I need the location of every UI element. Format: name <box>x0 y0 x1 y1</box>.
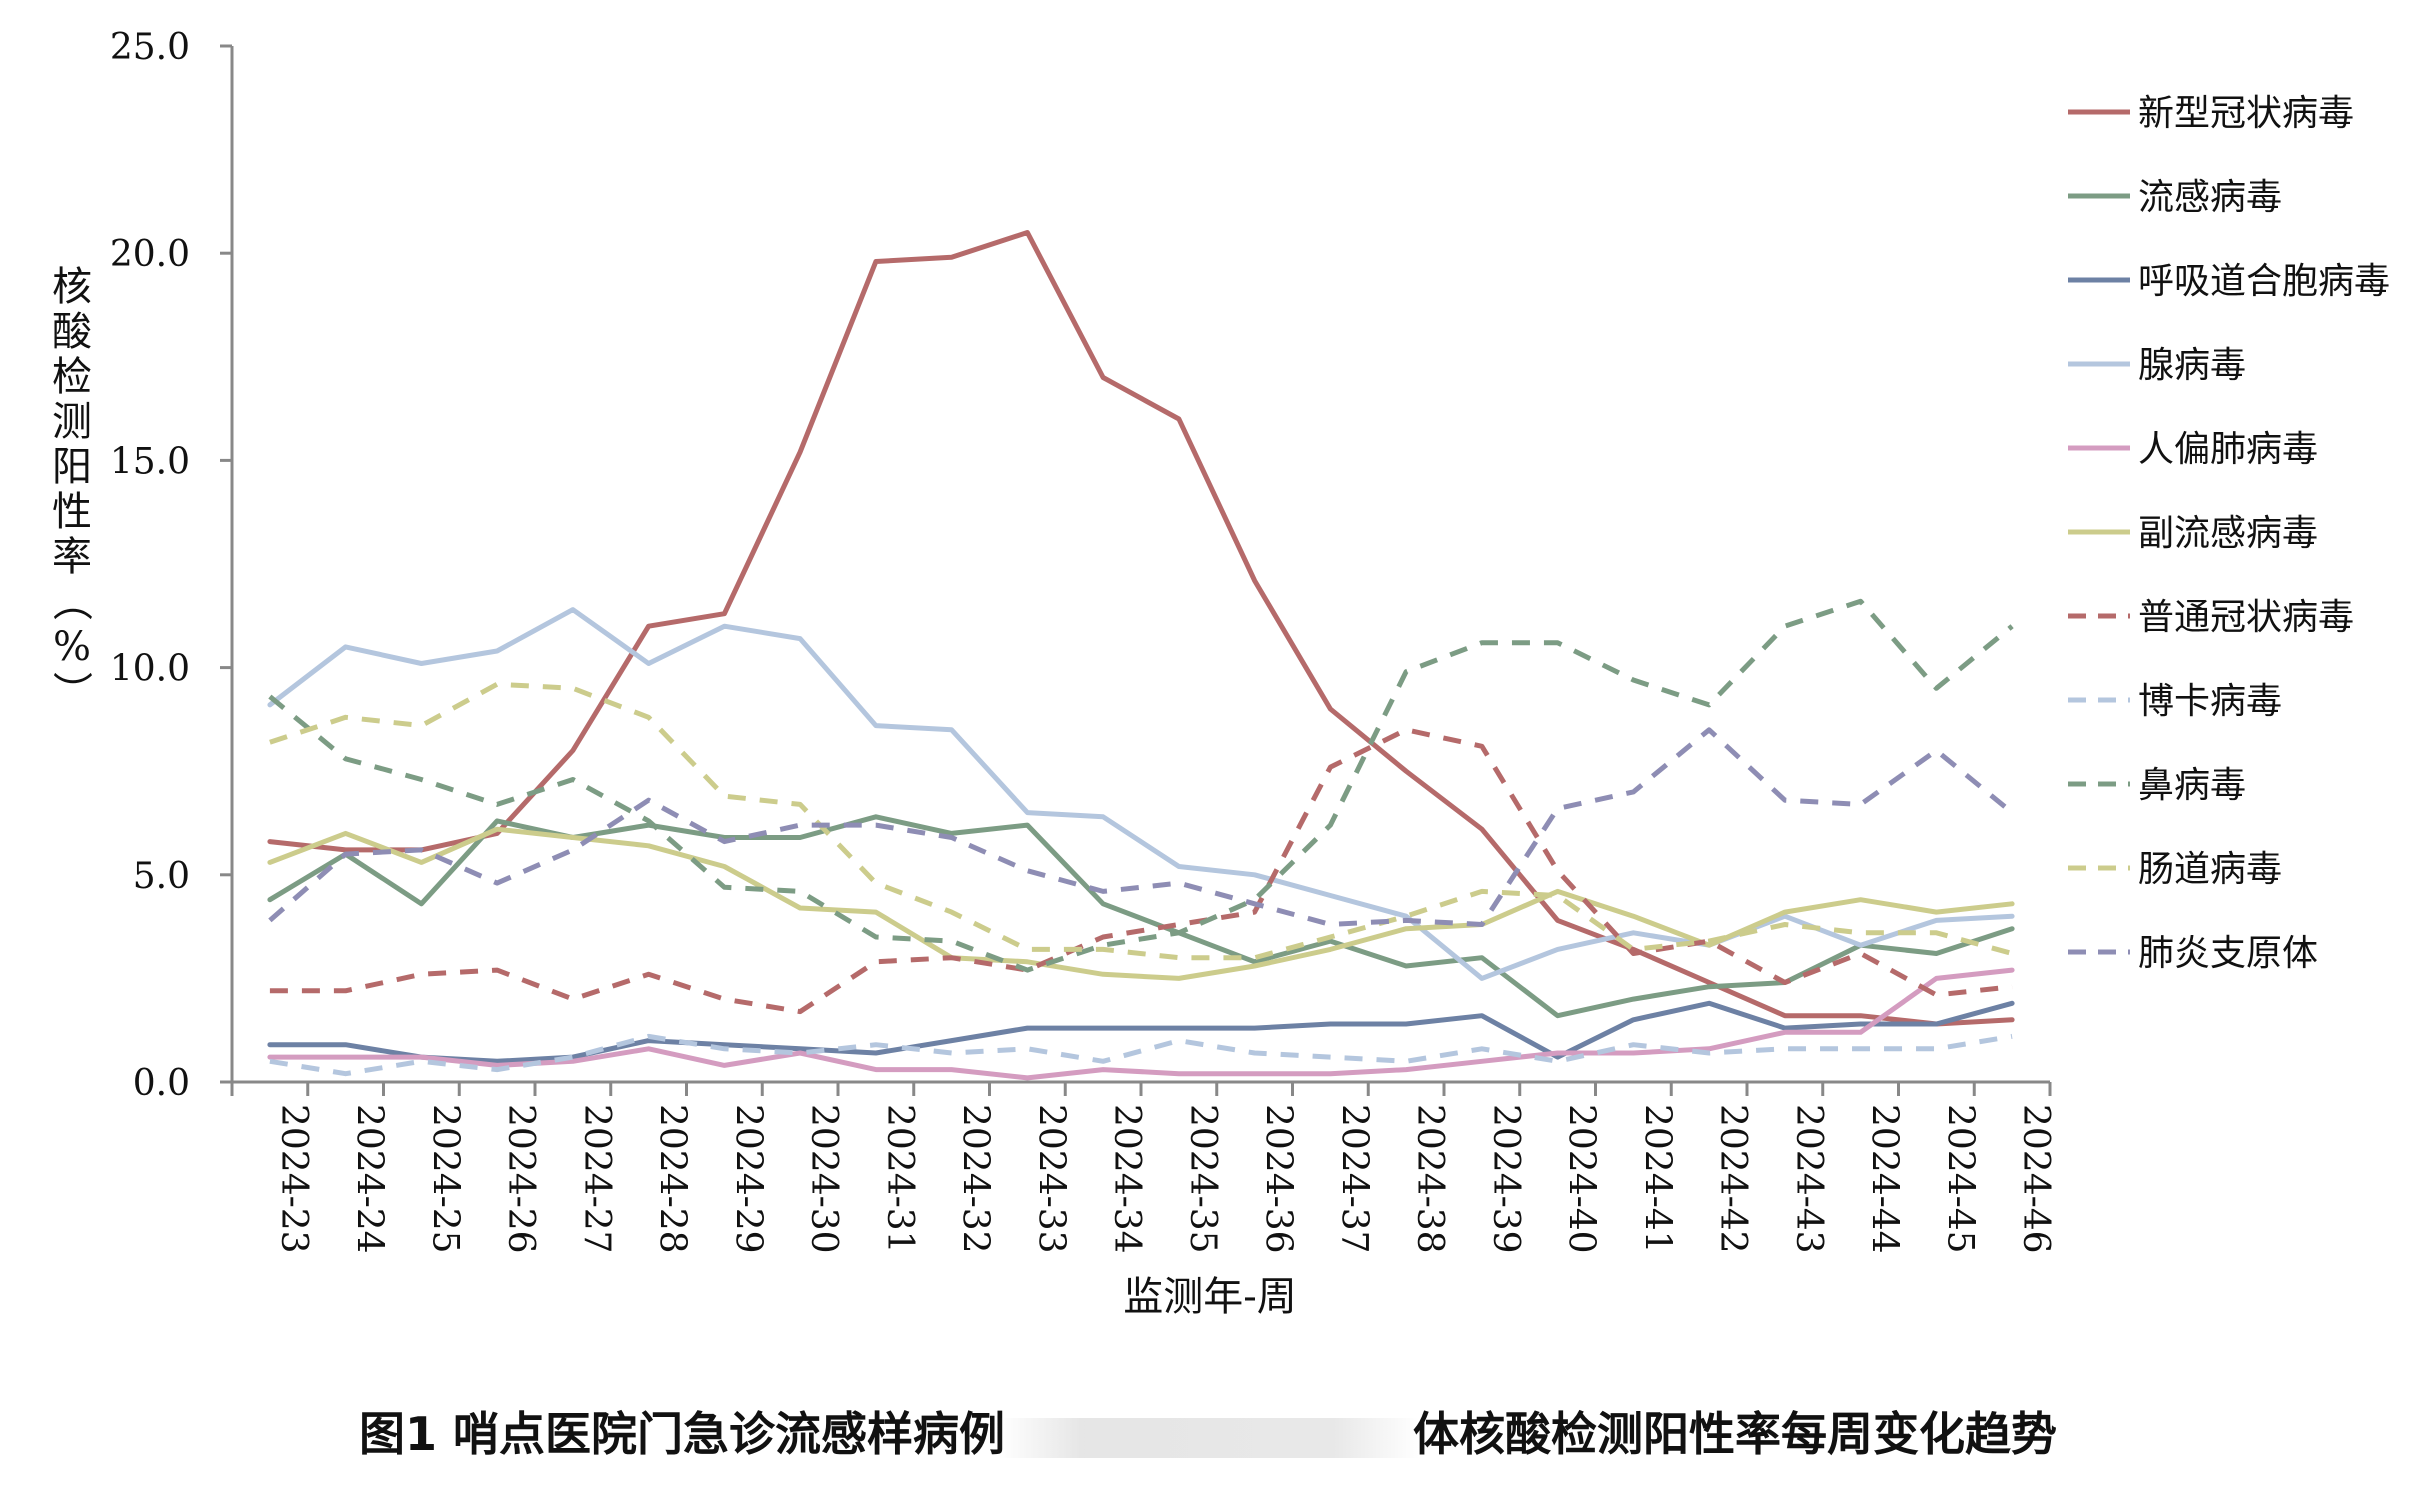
y-axis-label-char: 检 <box>52 354 92 400</box>
series-line <box>267 230 2015 1027</box>
y-ticks: 0.0 5.0 10.0 15.0 20.0 25.0 <box>110 27 232 1104</box>
caption-start: 图1 哨点医院门急诊流感样病例 <box>358 1407 1006 1461</box>
legend-label: 人偏肺病毒 <box>2138 429 2318 470</box>
series-line <box>268 598 2014 973</box>
series-line <box>267 967 2015 1081</box>
y-axis-label-char: ） <box>48 671 94 711</box>
x-tick-label: 2024-25 <box>424 1104 465 1254</box>
x-tick-label: 2024-23 <box>273 1104 314 1254</box>
x-ticks: 2024-23 2024-24 2024-25 2024-26 2024-27 2024-… <box>230 1082 2056 1254</box>
legend-label: 普通冠状病毒 <box>2138 597 2354 638</box>
series-layer <box>267 230 2015 1081</box>
y-tick-label: 25.0 <box>110 27 190 68</box>
x-tick-label: 2024-42 <box>1712 1104 1753 1254</box>
caption-end: 体核酸检测阳性率每周变化趋势 <box>1413 1407 2058 1461</box>
y-axis: 0.0 5.0 10.0 15.0 20.0 25.0 <box>110 27 234 1104</box>
series-line <box>269 1033 2013 1077</box>
y-axis-label: 核酸检测阳性率（%） <box>48 264 94 711</box>
y-axis-label-char: 阳 <box>52 444 92 490</box>
x-axis-label: 监测年-周 <box>1123 1274 1297 1320</box>
x-tick-label: 2024-33 <box>1030 1104 1071 1254</box>
x-axis: 2024-23 2024-24 2024-25 2024-26 2024-27 2024-… <box>230 1080 2056 1254</box>
legend-label: 流感病毒 <box>2138 177 2282 218</box>
x-tick-label: 2024-35 <box>1182 1104 1223 1254</box>
x-tick-label: 2024-26 <box>500 1104 541 1254</box>
x-tick-label: 2024-28 <box>652 1104 693 1254</box>
legend-label: 博卡病毒 <box>2138 681 2282 722</box>
legend-label: 鼻病毒 <box>2138 765 2246 806</box>
x-tick-label: 2024-39 <box>1485 1104 1526 1254</box>
y-tick-label: 5.0 <box>133 856 190 897</box>
x-tick-label: 2024-32 <box>955 1104 996 1254</box>
chart: 0.05.010.015.020.025.0 2024-23 2024-24 202… <box>48 27 2390 1320</box>
y-axis-label-char: （ <box>48 581 94 621</box>
x-tick-label: 2024-46 <box>2015 1104 2056 1254</box>
y-axis-label-char: 酸 <box>52 309 92 355</box>
series-line <box>269 681 2013 961</box>
series-line <box>267 814 2015 1019</box>
y-axis-label-char: 率 <box>52 534 92 580</box>
x-tick-label: 2024-37 <box>1333 1104 1374 1254</box>
x-tick-label: 2024-36 <box>1258 1104 1299 1254</box>
x-tick-label: 2024-43 <box>1788 1104 1829 1254</box>
y-tick-label: 15.0 <box>110 441 190 482</box>
x-tick-label: 2024-45 <box>1939 1104 1980 1254</box>
legend-label: 腺病毒 <box>2138 345 2246 386</box>
y-axis-label-char: 测 <box>52 399 92 445</box>
x-tick-label: 2024-41 <box>1636 1104 1677 1254</box>
caption-obscured-region <box>999 1417 1420 1458</box>
x-tick-label: 2024-30 <box>803 1104 844 1254</box>
x-tick-label: 2024-31 <box>879 1104 920 1254</box>
x-tick-label: 2024-24 <box>349 1104 390 1254</box>
series-line <box>268 727 2014 927</box>
x-tick-label: 2024-44 <box>1864 1104 1905 1254</box>
legend-label: 新型冠状病毒 <box>2138 93 2354 134</box>
legend-label: 呼吸道合胞病毒 <box>2138 261 2390 302</box>
x-tick-label: 2024-29 <box>727 1104 768 1254</box>
figure-caption: 图1 哨点医院门急诊流感样病例 体核酸检测阳性率每周变化趋势 <box>0 1398 2416 1464</box>
y-axis-label-char: 核 <box>52 264 92 310</box>
legend-label: 肺炎支原体 <box>2138 933 2318 974</box>
legend-label: 肠道病毒 <box>2138 849 2282 890</box>
y-axis-label-char: 性 <box>52 489 92 535</box>
y-axis-label-char: % <box>53 624 91 670</box>
x-tick-label: 2024-27 <box>576 1104 617 1254</box>
x-tick-label: 2024-38 <box>1409 1104 1450 1254</box>
legend-label: 副流感病毒 <box>2138 513 2318 554</box>
x-tick-label: 2024-34 <box>1106 1104 1147 1254</box>
y-tick-label: 0.0 <box>133 1063 190 1104</box>
y-tick-label: 20.0 <box>110 234 190 275</box>
legend: 新型冠状病毒流感病毒呼吸道合胞病毒腺病毒人偏肺病毒副流感病毒普通冠状病毒博卡病毒… <box>2068 93 2390 974</box>
series-line <box>269 727 2013 1015</box>
x-tick-label: 2024-40 <box>1561 1104 1602 1254</box>
y-tick-label: 10.0 <box>110 649 190 690</box>
